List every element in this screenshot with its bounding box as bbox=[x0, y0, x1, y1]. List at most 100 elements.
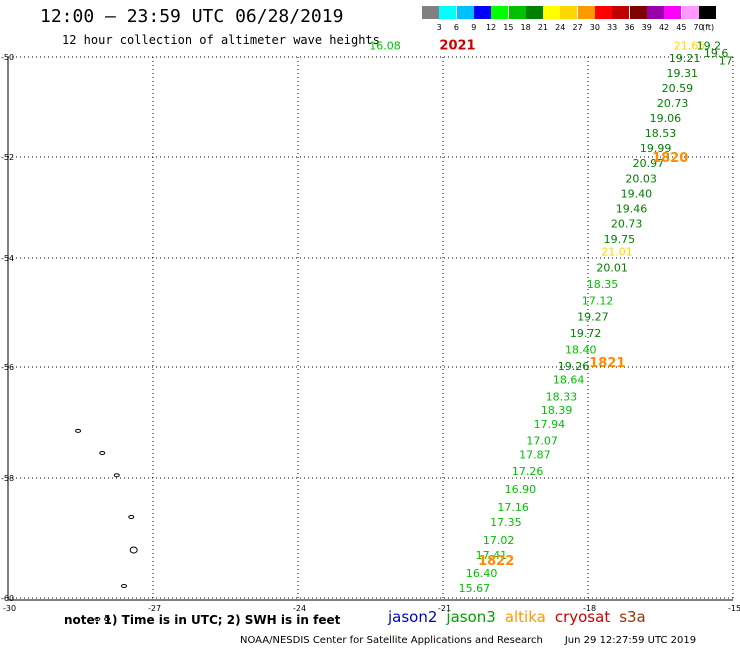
satellite-s3a: s3a bbox=[619, 608, 646, 626]
wave-height-label: 17.16 bbox=[497, 501, 529, 514]
wave-height-label: 17.07 bbox=[526, 435, 558, 448]
wave-height-label: 19.46 bbox=[616, 203, 648, 216]
island-outline bbox=[75, 428, 82, 433]
legend-label: 15 bbox=[503, 23, 514, 32]
satellite-legend: jason2 jason3 altika cryosat s3a bbox=[388, 608, 655, 626]
wave-height-label: 17.02 bbox=[483, 534, 515, 547]
wave-height-label: 21.65 bbox=[674, 40, 706, 53]
legend-label: 3 bbox=[436, 23, 442, 32]
wave-height-label: 19.72 bbox=[570, 327, 602, 340]
wave-height-label: 17 bbox=[719, 55, 733, 68]
legend-label: 24 bbox=[555, 23, 566, 32]
legend-label: 12 bbox=[485, 23, 497, 32]
island-outline bbox=[113, 473, 120, 478]
wave-height-label: 21.01 bbox=[601, 245, 633, 258]
legend-swatch bbox=[560, 6, 578, 19]
wave-height-label: 20.59 bbox=[662, 82, 694, 95]
island-outline bbox=[128, 515, 135, 519]
legend-label: 30 bbox=[589, 23, 600, 32]
wave-height-label: 20.01 bbox=[596, 262, 628, 275]
wave-height-label: 17.35 bbox=[490, 516, 522, 529]
timestamp: Jun 29 12:27:59 UTC 2019 bbox=[564, 635, 697, 646]
legend-swatch bbox=[439, 6, 457, 19]
legend-label: 70 bbox=[693, 23, 704, 32]
legend-swatch bbox=[595, 6, 612, 19]
wave-height-label: 19.21 bbox=[669, 52, 701, 65]
legend-label: 21 bbox=[537, 23, 549, 32]
pass-time-label: 2021 bbox=[439, 39, 475, 54]
legend-label: 6 bbox=[453, 23, 459, 32]
island-outline bbox=[129, 546, 138, 554]
lat-tick-label: -56 bbox=[1, 363, 14, 372]
wave-height-label: 20.03 bbox=[625, 172, 657, 185]
island-outline bbox=[99, 451, 106, 456]
legend-swatch bbox=[664, 6, 682, 19]
wave-height-label: 17.41 bbox=[476, 549, 508, 562]
wave-height-label: 15.67 bbox=[459, 582, 491, 595]
legend-label: 33 bbox=[607, 23, 618, 32]
wave-height-label: 20.73 bbox=[657, 97, 689, 110]
wave-height-label: 19.06 bbox=[650, 112, 682, 125]
legend-unit: (ft) bbox=[702, 23, 715, 32]
wave-height-label: 18.35 bbox=[587, 278, 619, 291]
wave-height-label: 19.27 bbox=[577, 311, 609, 324]
wave-height-label: 18.64 bbox=[553, 374, 585, 387]
wave-height-label: 20.73 bbox=[611, 218, 643, 231]
legend-swatch bbox=[646, 6, 664, 19]
legend-label: 18 bbox=[520, 23, 531, 32]
legend-swatch bbox=[508, 6, 526, 19]
legend-swatch bbox=[698, 6, 716, 19]
wave-height-label: 19.6 bbox=[704, 47, 729, 60]
wave-height-label: 16.08 bbox=[369, 40, 401, 53]
satellite-jason3: jason3 bbox=[446, 608, 496, 626]
lon-tick-label: -30 bbox=[3, 604, 16, 613]
wave-height-label: 17.26 bbox=[512, 465, 544, 478]
legend-label: 39 bbox=[641, 23, 652, 32]
pass-time-label: 1821 bbox=[589, 356, 625, 371]
wave-height-label: 17.12 bbox=[582, 294, 614, 307]
credit-line: NOAA/NESDIS Center for Satellite Applica… bbox=[240, 635, 696, 646]
satellite-jason2: jason2 bbox=[388, 608, 438, 626]
legend-label: 27 bbox=[572, 23, 583, 32]
satellite-altika: altika bbox=[504, 608, 546, 626]
lon-tick-label: -15 bbox=[728, 604, 740, 613]
wave-height-label: 18.33 bbox=[546, 390, 578, 403]
legend-swatch bbox=[422, 6, 439, 19]
lon-tick-label: -24 bbox=[293, 604, 306, 613]
wave-height-label: 18.39 bbox=[541, 404, 573, 417]
wave-height-label: 20.97 bbox=[633, 157, 665, 170]
lon-tick-label: -18 bbox=[583, 604, 596, 613]
lon-tick-label: -27 bbox=[148, 604, 161, 613]
legend-label: 42 bbox=[658, 23, 670, 32]
wave-height-label: 16.40 bbox=[466, 567, 498, 580]
legend-label: 36 bbox=[624, 23, 635, 32]
wave-height-label: 19.2 bbox=[697, 40, 722, 53]
pass-time-label: 1822 bbox=[478, 554, 514, 569]
legend-swatch bbox=[473, 6, 491, 19]
island-outline bbox=[104, 617, 111, 621]
wave-height-label: 17.87 bbox=[519, 449, 551, 462]
wave-height-label: 17.94 bbox=[534, 418, 566, 431]
lat-tick-label: -60 bbox=[1, 594, 14, 603]
legend-swatch bbox=[525, 6, 543, 19]
page-subtitle: 12 hour collection of altimeter wave hei… bbox=[62, 33, 380, 47]
lon-tick-label: -21 bbox=[438, 604, 451, 613]
legend-swatch bbox=[629, 6, 647, 19]
credit-text: NOAA/NESDIS Center for Satellite Applica… bbox=[240, 635, 543, 646]
wave-height-label: 19.26 bbox=[558, 360, 590, 373]
legend-swatch bbox=[612, 6, 630, 19]
satellite-cryosat: cryosat bbox=[554, 608, 611, 626]
pass-time-label: 1820 bbox=[652, 151, 688, 166]
lat-tick-label: -54 bbox=[1, 254, 14, 263]
legend-swatch bbox=[681, 6, 699, 19]
island-outline bbox=[94, 617, 101, 621]
lat-tick-label: -58 bbox=[1, 474, 14, 483]
legend-swatch bbox=[456, 6, 474, 19]
wave-height-label: 18.40 bbox=[565, 343, 597, 356]
legend-swatch bbox=[491, 6, 509, 19]
footer-note: note: 1) Time is in UTC; 2) SWH is in fe… bbox=[64, 613, 341, 627]
legend-label: 45 bbox=[676, 23, 687, 32]
wave-height-label: 19.75 bbox=[604, 233, 636, 246]
wave-height-label: 19.31 bbox=[667, 67, 699, 80]
